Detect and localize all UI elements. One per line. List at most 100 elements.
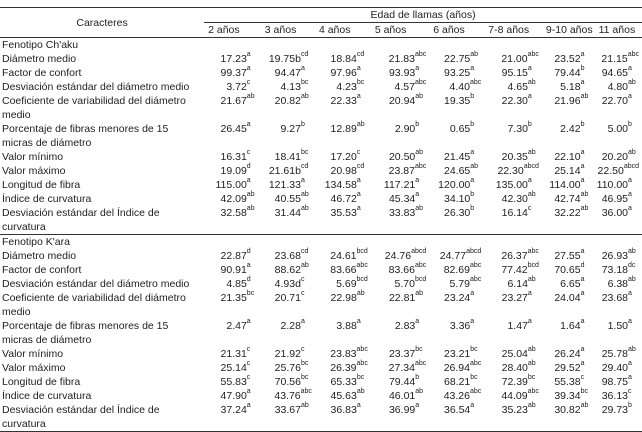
significance-letters: d xyxy=(246,163,251,170)
value-number: 29.52 xyxy=(554,362,581,374)
significance-letters: ab xyxy=(527,402,536,409)
value-number: 34.10 xyxy=(443,193,471,205)
value-number: 17.23 xyxy=(220,53,247,65)
value-cell: 4.93dc xyxy=(261,276,315,291)
value-cell: 114.00a xyxy=(542,177,595,192)
value-number: 46.72 xyxy=(330,193,357,205)
value-cell: 27.34abc xyxy=(371,360,429,375)
value-number: 29.40 xyxy=(601,362,628,374)
age-column-header: 3 años xyxy=(260,22,315,38)
value-cell: 94.47a xyxy=(261,65,315,80)
value-cell: 26.30b xyxy=(429,205,485,235)
value-cell: 55.38c xyxy=(542,374,595,389)
value-cell: 26.94abc xyxy=(429,360,484,375)
table-row: Factor de confort 90.91a 88.62ab 83.66abc 83… xyxy=(0,262,642,277)
value-number: 20.35 xyxy=(501,151,528,163)
significance-letters: abc xyxy=(627,51,639,58)
value-number: 79.44 xyxy=(554,67,581,79)
value-cell: 42.30ab xyxy=(484,191,542,206)
value-cell: 36.99a xyxy=(370,402,430,432)
significance-letters: cd xyxy=(300,51,309,58)
value-cell: 21.15abc xyxy=(595,51,642,66)
value-number: 20.94 xyxy=(388,95,416,107)
significance-letters: c xyxy=(300,346,305,353)
value-number: 26.93 xyxy=(601,250,628,262)
value-cell: 95.15a xyxy=(484,65,542,80)
value-cell: 28.40ab xyxy=(484,360,542,375)
value-number: 0.65 xyxy=(449,123,471,135)
value-number: 135.00 xyxy=(495,179,528,191)
significance-letters: a xyxy=(246,65,251,72)
value-number: 22.70 xyxy=(601,95,628,107)
value-number: 4.13 xyxy=(280,81,301,93)
significance-letters: b xyxy=(470,121,475,128)
value-cell: 23.27a xyxy=(484,290,542,319)
value-number: 45.63 xyxy=(330,390,357,402)
value-number: 25.76 xyxy=(274,362,301,374)
significance-letters: bc xyxy=(527,374,536,381)
value-number: 46.95 xyxy=(601,193,628,205)
column-header-age: Edad de llamas (años) xyxy=(204,7,642,23)
value-number: 42.09 xyxy=(220,193,247,205)
value-cell: 22.98ab xyxy=(315,290,371,319)
value-number: 120.00 xyxy=(438,179,471,191)
value-cell: 20.35ab xyxy=(484,149,542,164)
significance-letters: abc xyxy=(527,51,539,58)
significance-letters: ab xyxy=(356,290,365,297)
value-cell: 22.30abcd xyxy=(484,163,542,178)
value-number: 36.00 xyxy=(601,207,628,219)
significance-letters: a xyxy=(580,51,585,58)
significance-letters: ab xyxy=(580,402,589,409)
significance-letters: a xyxy=(356,205,361,212)
value-cell: 97.96a xyxy=(315,65,371,80)
significance-letters: bcd xyxy=(356,276,368,283)
value-cell: 77.42bcd xyxy=(484,262,542,277)
value-number: 23.24 xyxy=(443,292,471,304)
table-row: Porcentaje de fibras menores de 15 micra… xyxy=(0,318,642,347)
value-number: 43.26 xyxy=(443,390,470,402)
value-number: 93.25 xyxy=(443,67,471,79)
value-number: 2.42 xyxy=(560,123,581,135)
value-cell: 3.88a xyxy=(315,318,371,347)
age-column-header: 9-10 años xyxy=(541,22,595,38)
value-cell: 23.37bc xyxy=(371,346,429,361)
group-header-row: Fenotipo K'ara xyxy=(0,235,642,250)
value-cell: 23.83abc xyxy=(315,346,371,361)
row-label: Desviación estándar del diámetro medio xyxy=(2,278,190,290)
significance-letters: bc xyxy=(356,374,365,381)
value-number: 24.04 xyxy=(554,292,581,304)
value-number: 43.76 xyxy=(274,390,301,402)
significance-letters: a xyxy=(415,318,420,325)
significance-letters: abc xyxy=(356,346,368,353)
value-cell: 134.58a xyxy=(315,177,371,192)
significance-letters: bc xyxy=(580,388,589,395)
value-cell: 12.89ab xyxy=(315,121,371,150)
value-cell: 82.69abc xyxy=(429,262,484,277)
significance-letters: bcd xyxy=(356,248,368,255)
significance-letters: ab xyxy=(415,205,424,212)
significance-letters: ab xyxy=(300,191,309,198)
significance-letters: a xyxy=(246,121,251,128)
value-number: 21.45 xyxy=(443,151,471,163)
significance-letters: c xyxy=(300,290,305,297)
value-number: 73.18 xyxy=(601,264,628,276)
significance-letters: abc xyxy=(527,388,539,395)
column-header-caracteres: Caracteres xyxy=(0,7,205,38)
significance-letters: abcd xyxy=(411,248,427,255)
value-cell: 20.82ab xyxy=(261,93,315,122)
significance-letters: a xyxy=(415,65,420,72)
significance-letters: a xyxy=(628,93,632,100)
value-cell: 26.24a xyxy=(542,346,595,361)
value-number: 4.80 xyxy=(607,81,628,93)
significance-letters: a xyxy=(356,191,361,198)
significance-letters: ab xyxy=(628,248,636,255)
significance-letters: a xyxy=(527,318,532,325)
significance-letters: a xyxy=(246,262,251,269)
significance-letters: abc xyxy=(469,360,482,367)
value-number: 82.69 xyxy=(443,264,470,276)
row-label: Valor máximo xyxy=(2,165,66,177)
value-number: 26.30 xyxy=(443,207,471,219)
value-cell: 35.53a xyxy=(314,205,371,235)
table-row: Valor máximo 19.09d 21.61bcd 20.98cd 23.87ab… xyxy=(0,163,642,178)
value-number: 25.04 xyxy=(501,348,528,360)
